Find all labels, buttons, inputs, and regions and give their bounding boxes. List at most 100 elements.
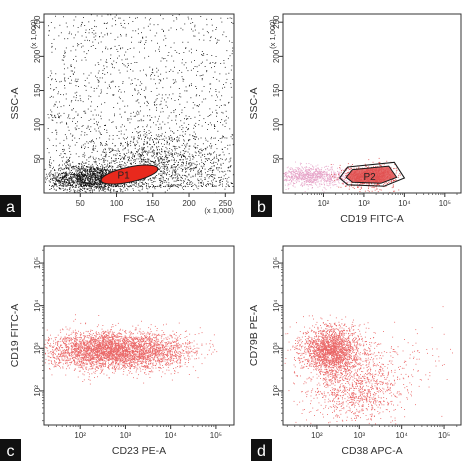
event-dot bbox=[80, 184, 82, 186]
event-dot bbox=[181, 154, 183, 156]
event-dot bbox=[176, 184, 178, 186]
event-dot bbox=[84, 170, 86, 171]
event-dot bbox=[103, 190, 104, 192]
event-dot bbox=[91, 101, 92, 103]
event-dot bbox=[74, 67, 76, 69]
event-dot bbox=[221, 148, 223, 150]
event-dot bbox=[101, 174, 102, 176]
event-dot bbox=[181, 62, 183, 64]
event-dot bbox=[296, 176, 297, 178]
event-dot bbox=[200, 148, 202, 150]
event-dot bbox=[146, 187, 147, 189]
event-dot bbox=[85, 29, 87, 31]
event-dot bbox=[306, 184, 308, 186]
event-dot bbox=[303, 177, 305, 178]
event-dot bbox=[104, 184, 106, 185]
event-dot bbox=[160, 80, 162, 82]
event-dot bbox=[160, 60, 162, 62]
event-dot bbox=[309, 184, 310, 185]
event-dot bbox=[172, 153, 173, 155]
event-dot bbox=[123, 64, 125, 66]
event-dot bbox=[309, 181, 311, 182]
event-dot bbox=[58, 173, 59, 175]
event-dot bbox=[83, 186, 85, 187]
event-dot bbox=[85, 162, 87, 164]
event-dot bbox=[306, 167, 308, 168]
event-dot bbox=[97, 176, 99, 178]
event-dot bbox=[191, 154, 193, 156]
event-dot bbox=[203, 165, 205, 167]
event-dot bbox=[97, 79, 99, 81]
event-dot bbox=[98, 180, 100, 181]
event-dot bbox=[179, 93, 181, 95]
event-dot bbox=[66, 179, 68, 180]
event-dot bbox=[194, 29, 196, 31]
event-dot bbox=[120, 35, 122, 37]
event-dot bbox=[92, 173, 94, 175]
event-dot bbox=[84, 182, 86, 184]
plot-frame bbox=[43, 13, 235, 194]
event-dot bbox=[309, 170, 311, 172]
event-dot bbox=[338, 175, 340, 177]
event-dot bbox=[81, 181, 83, 182]
event-dot bbox=[307, 169, 309, 171]
event-dot bbox=[293, 183, 295, 184]
event-dot bbox=[96, 168, 98, 170]
event-dot bbox=[343, 181, 345, 183]
event-dot bbox=[69, 182, 71, 183]
event-dot bbox=[72, 183, 74, 185]
event-dot bbox=[210, 160, 212, 161]
event-dot bbox=[317, 174, 319, 176]
event-dot bbox=[307, 174, 309, 175]
event-dot bbox=[70, 185, 71, 186]
event-dot bbox=[230, 166, 232, 167]
event-dot bbox=[93, 149, 95, 151]
event-dot bbox=[109, 163, 111, 164]
event-dot bbox=[329, 169, 331, 171]
event-dot bbox=[177, 187, 179, 188]
event-dot bbox=[151, 40, 153, 42]
event-dot bbox=[124, 54, 125, 56]
event-dot bbox=[290, 172, 292, 174]
event-dot bbox=[139, 137, 140, 139]
event-dot bbox=[144, 133, 146, 135]
event-dot bbox=[211, 162, 213, 164]
event-dot bbox=[297, 171, 299, 173]
event-dot bbox=[230, 86, 232, 88]
event-dot bbox=[124, 65, 126, 67]
event-dot bbox=[124, 155, 126, 157]
event-dot bbox=[89, 180, 91, 182]
event-dot bbox=[210, 143, 212, 145]
event-dot bbox=[136, 151, 138, 153]
event-dot bbox=[70, 65, 72, 67]
event-dot bbox=[193, 189, 195, 191]
event-dot bbox=[168, 139, 170, 140]
event-dot bbox=[343, 176, 345, 178]
event-dot bbox=[80, 168, 82, 170]
event-dot bbox=[304, 174, 305, 176]
event-dot bbox=[153, 181, 154, 183]
event-dot bbox=[318, 180, 320, 182]
event-dot bbox=[198, 151, 200, 153]
event-dot bbox=[68, 180, 70, 182]
event-dot bbox=[174, 169, 175, 171]
event-dot bbox=[157, 75, 159, 77]
event-dot bbox=[210, 88, 211, 90]
event-dot bbox=[150, 179, 152, 181]
event-dot bbox=[90, 183, 92, 185]
y-axis-label: SSC-A bbox=[9, 87, 21, 119]
event-dot bbox=[54, 114, 56, 116]
event-dot bbox=[72, 120, 73, 122]
event-dot bbox=[72, 181, 74, 183]
event-dot bbox=[152, 69, 153, 71]
event-dot bbox=[142, 184, 144, 185]
event-dot bbox=[314, 180, 316, 181]
event-dot bbox=[323, 182, 325, 184]
event-dot bbox=[85, 85, 87, 87]
event-dot bbox=[306, 172, 308, 174]
event-dot bbox=[58, 185, 60, 186]
event-dot bbox=[204, 161, 206, 163]
event-dot bbox=[97, 72, 99, 74]
event-dot bbox=[57, 179, 59, 181]
event-dot bbox=[93, 172, 95, 174]
